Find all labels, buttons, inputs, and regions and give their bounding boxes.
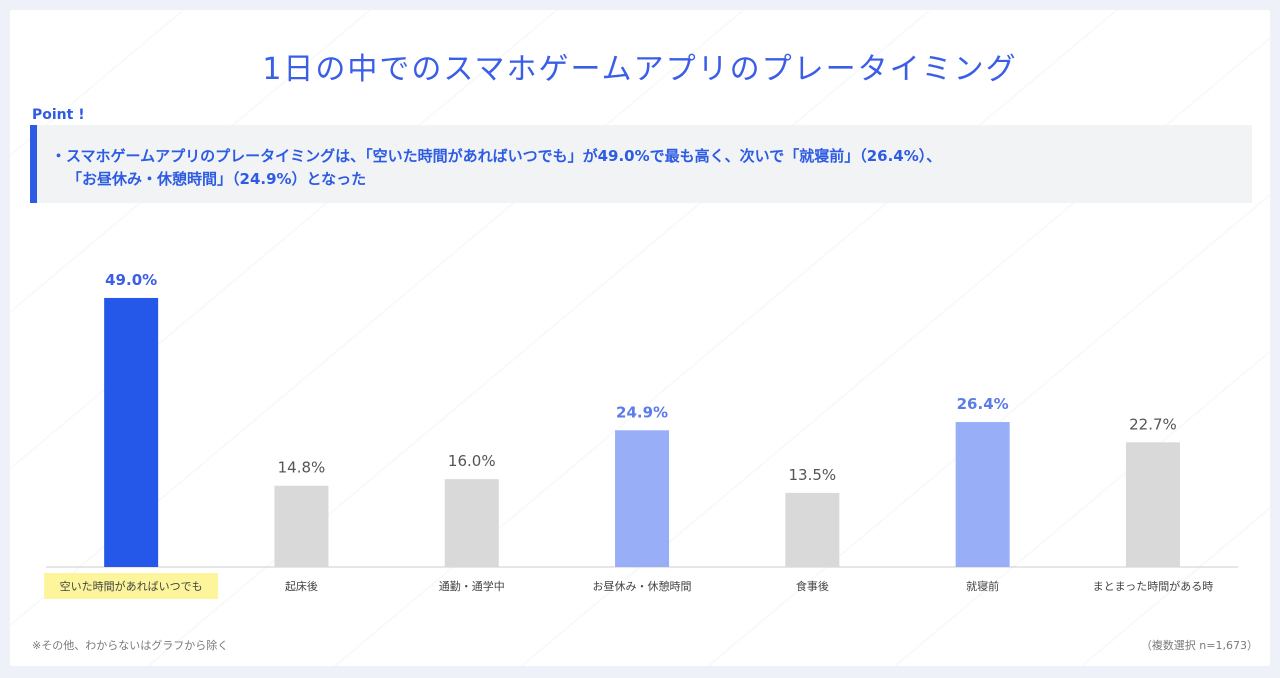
- value-label-5: 26.4%: [957, 395, 1009, 413]
- category-label-0: 空いた時間があればいつでも: [60, 579, 203, 593]
- category-highlight: [44, 573, 219, 599]
- chart-card: 1日の中でのスマホゲームアプリのプレータイミング Point ! ・スマホゲーム…: [10, 10, 1270, 666]
- point-line-2: 「お昼休み・休憩時間」（24.9%）となった: [67, 170, 367, 188]
- bar-4: [785, 492, 840, 567]
- footnote-sample-size: （複数選択 n=1,673）: [1140, 639, 1258, 652]
- value-label-1: 14.8%: [278, 459, 326, 477]
- category-label-3: お昼休み・休憩時間: [593, 579, 692, 593]
- bar-1: [274, 485, 329, 567]
- value-label-0: 49.0%: [105, 271, 157, 289]
- point-line-1: ・スマホゲームアプリのプレータイミングは、「空いた時間があればいつでも」が49.…: [51, 147, 942, 165]
- bar-3: [615, 430, 670, 567]
- value-label-3: 24.9%: [616, 403, 668, 421]
- bar-6: [1125, 442, 1180, 567]
- point-box: ・スマホゲームアプリのプレータイミングは、「空いた時間があればいつでも」が49.…: [30, 125, 1252, 203]
- point-text: ・スマホゲームアプリのプレータイミングは、「空いた時間があればいつでも」が49.…: [51, 145, 1232, 191]
- page-title: 1日の中でのスマホゲームアプリのプレータイミング: [262, 52, 1018, 87]
- category-label-2: 通勤・通学中: [439, 579, 505, 593]
- footnote-excluded: ※その他、わからないはグラフから除く: [32, 639, 229, 652]
- category-label-6: まとまった時間がある時: [1093, 579, 1214, 593]
- value-label-2: 16.0%: [448, 452, 496, 470]
- bar-2: [444, 479, 499, 567]
- category-label-1: 起床後: [285, 579, 318, 593]
- bar-5: [955, 422, 1010, 567]
- value-label-4: 13.5%: [789, 466, 837, 484]
- category-label-4: 食事後: [796, 579, 829, 593]
- point-label: Point !: [32, 107, 85, 123]
- value-label-6: 22.7%: [1129, 415, 1177, 433]
- bar-0: [104, 297, 159, 567]
- bar-chart: 49.0% 空いた時間があればいつでも 14.8% 起床後 16.0% 通勤・通学中 24.…: [44, 271, 1239, 599]
- category-label-5: 就寝前: [966, 579, 999, 593]
